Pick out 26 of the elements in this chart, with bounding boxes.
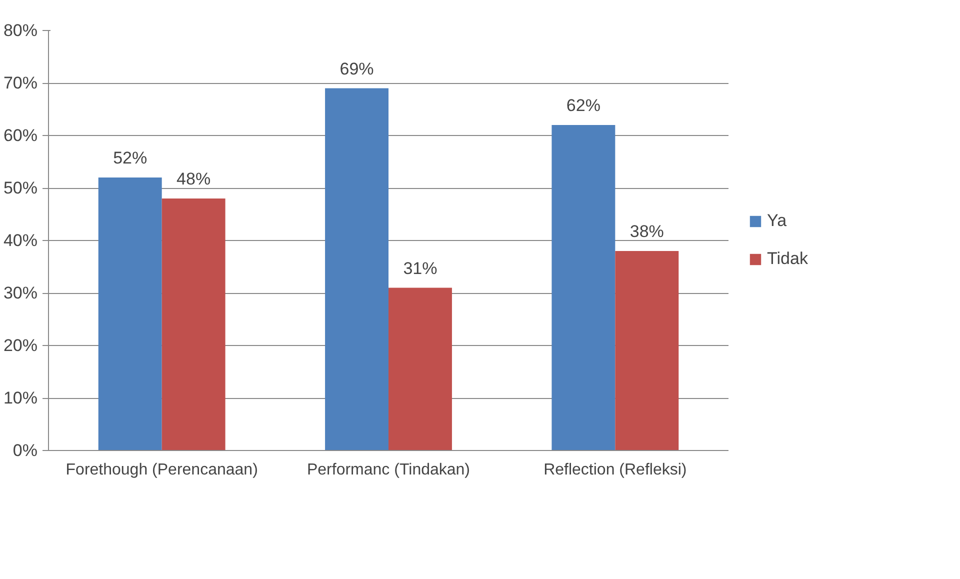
bar — [162, 198, 226, 450]
data-label: 38% — [630, 222, 664, 241]
y-tick-label: 40% — [3, 231, 38, 250]
y-tick-label: 30% — [3, 284, 38, 302]
data-label: 52% — [113, 148, 148, 168]
x-tick-label: Reflection (Refleksi) — [544, 462, 687, 478]
y-tick-label: 60% — [3, 126, 38, 145]
data-label: 69% — [340, 59, 374, 78]
bar — [325, 88, 388, 450]
legend-label: Tidak — [767, 249, 808, 269]
bar — [552, 125, 616, 450]
y-tick-label: 0% — [12, 441, 38, 460]
x-tick-label: Performanc (Tindakan) — [306, 462, 470, 478]
data-label: 48% — [176, 170, 211, 188]
y-tick-label: 10% — [3, 388, 38, 408]
x-tick-label: Forethough (Perencanaan) — [66, 462, 258, 478]
y-tick-label: 70% — [3, 74, 38, 92]
y-tick-label: 20% — [3, 336, 38, 355]
data-label: 62% — [566, 96, 600, 115]
y-tick-label: 50% — [3, 178, 38, 198]
y-tick-label: 80% — [3, 21, 38, 40]
bar — [388, 288, 452, 450]
legend-label: Ya — [767, 211, 787, 231]
data-label: 31% — [403, 258, 438, 278]
bar — [615, 251, 679, 450]
bar — [98, 178, 162, 450]
